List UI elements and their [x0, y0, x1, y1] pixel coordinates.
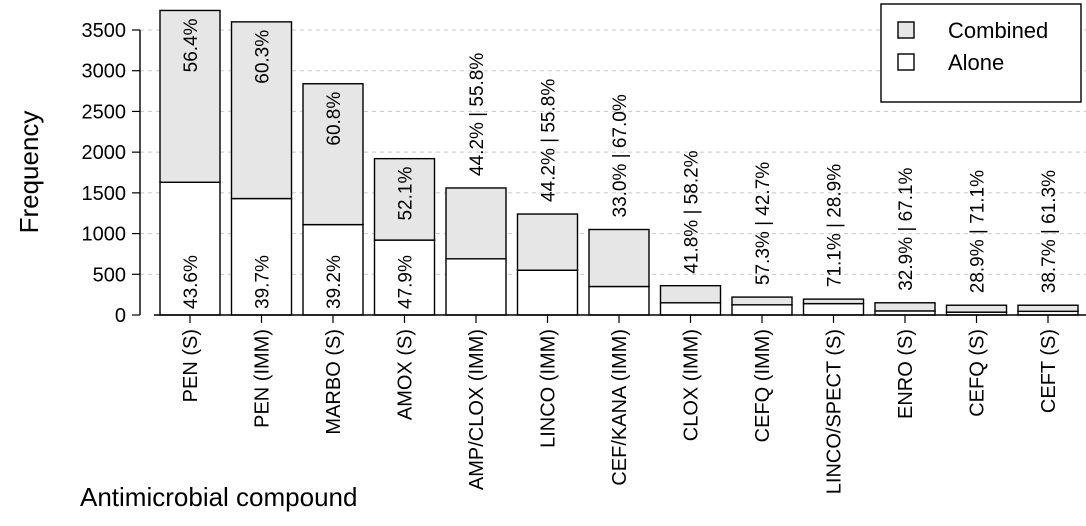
x-tick-label: CLOX (IMM) — [681, 329, 703, 441]
bar-label-alone: 39.7% — [253, 255, 274, 309]
x-tick-label: CEFT (S) — [1038, 329, 1060, 413]
legend-box — [880, 3, 1082, 103]
bar-label-combined: 60.8% — [324, 92, 345, 146]
bar-alone — [302, 223, 364, 316]
bar-labels-layer: 56.4% 43.6% 60.3% 39.7% 60.8% 39.2% 52.1% 47.9%… — [181, 18, 1060, 309]
x-tick-label: MARBO (S) — [323, 329, 345, 435]
legend-swatch — [897, 53, 915, 71]
bar-combined — [802, 298, 865, 305]
bar-alone — [588, 285, 650, 316]
bar-alone — [445, 258, 507, 316]
axes-layer: PEN (S) PEN (IMM) MARBO (S) AMOX (S) AMP/CLO… — [82, 20, 1086, 494]
legend-label: Alone — [948, 50, 1004, 75]
bar-label-alone: 39.2% — [324, 255, 345, 309]
bar-label: 32.9% | 67.1% — [896, 167, 917, 290]
x-tick-label: CEFQ (IMM) — [752, 329, 774, 442]
bar-combined — [874, 302, 936, 312]
bar-label: 38.7% | 61.3% — [1039, 170, 1060, 293]
bar-label-combined: 60.3% — [253, 30, 274, 84]
bar-alone — [659, 302, 722, 316]
x-tick-label: AMOX (S) — [395, 329, 417, 420]
bar-alone — [230, 197, 293, 316]
y-tick-label: 500 — [93, 264, 126, 286]
x-tick-label: PEN (IMM) — [252, 329, 274, 428]
bar-label: 71.1% | 28.9% — [825, 164, 846, 287]
bar-combined — [302, 83, 364, 226]
bar-label: 44.2% | 55.8% — [467, 53, 488, 176]
x-tick-label: AMP/CLOX (IMM) — [466, 329, 488, 490]
x-tick-label: CEF/KANA (IMM) — [609, 329, 631, 486]
x-tick-label: LINCO/SPECT (S) — [824, 329, 846, 494]
y-tick-label: 2000 — [82, 142, 127, 164]
x-tick-label: CEFQ (S) — [967, 329, 989, 417]
bar-combined — [445, 187, 507, 260]
x-tick-label: PEN (S) — [180, 329, 202, 402]
y-axis-title: Frequency — [14, 111, 44, 234]
bar-combined — [588, 228, 650, 288]
bar-label-alone: 47.9% — [396, 255, 417, 309]
bar-label: 28.9% | 71.1% — [968, 170, 989, 293]
legend-swatch — [897, 21, 915, 39]
bars-layer — [159, 9, 1079, 316]
bar-alone — [731, 304, 793, 316]
y-tick-label: 1000 — [82, 224, 127, 246]
bar-combined — [731, 296, 793, 306]
bar-combined — [516, 213, 579, 271]
bar-label: 41.8% | 58.2% — [682, 150, 703, 273]
x-tick-label: ENRO (S) — [895, 329, 917, 419]
bar-label: 44.2% | 55.8% — [539, 79, 560, 202]
bar-label: 33.0% | 67.0% — [610, 94, 631, 217]
bar-alone — [159, 181, 221, 316]
bar-combined — [159, 9, 221, 183]
y-tick-label: 0 — [115, 305, 126, 327]
bar-alone — [373, 239, 436, 316]
bar-label-combined: 56.4% — [181, 18, 202, 72]
legend-label: Combined — [948, 18, 1048, 43]
bar-alone — [802, 302, 865, 316]
x-axis-title: Antimicrobial compound — [80, 482, 357, 512]
y-tick-label: 2500 — [82, 101, 127, 123]
y-tick-label: 3500 — [82, 20, 127, 42]
y-tick-label: 1500 — [82, 183, 127, 205]
bar-label-combined: 52.1% — [396, 167, 417, 221]
bar-combined — [945, 304, 1008, 313]
legend: Combined Alone — [880, 3, 1082, 103]
bar-label-alone: 43.6% — [181, 255, 202, 309]
bar-combined — [373, 157, 436, 241]
bar-label: 57.3% | 42.7% — [753, 162, 774, 285]
bar-combined — [1017, 304, 1079, 313]
y-tick-label: 3000 — [82, 61, 127, 83]
bar-combined — [230, 21, 293, 200]
bar-combined — [659, 284, 722, 304]
bar-alone — [516, 269, 579, 316]
x-tick-label: LINCO (IMM) — [538, 329, 560, 448]
